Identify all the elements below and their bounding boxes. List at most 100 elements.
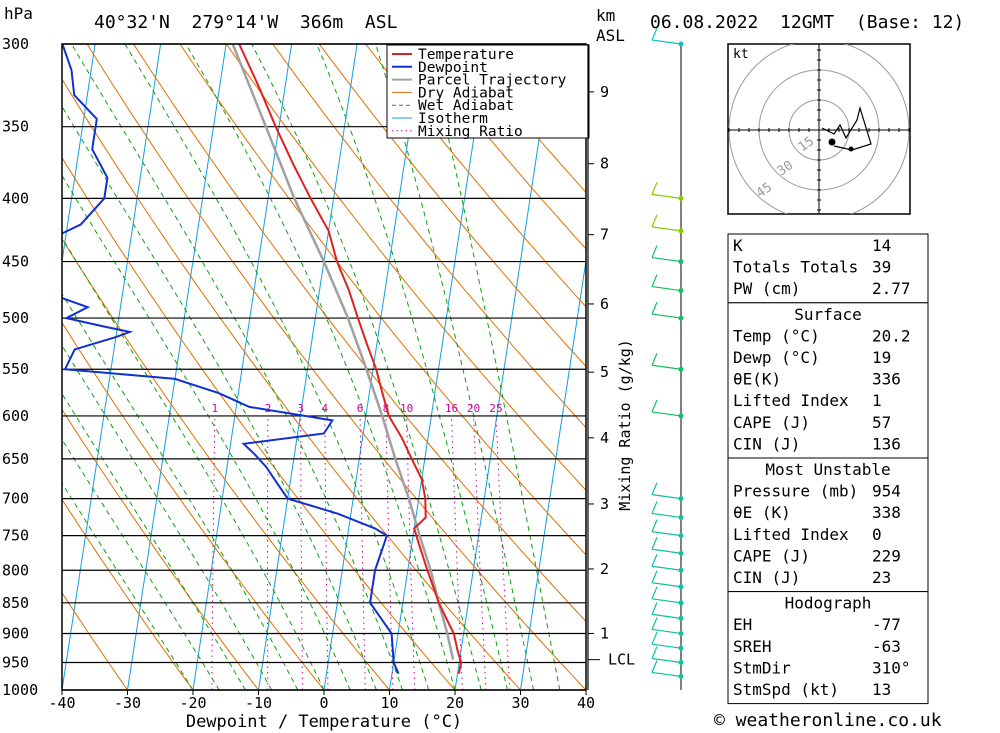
height-tick-label: 9 <box>600 83 609 101</box>
wind-barb-flag <box>651 301 658 315</box>
wind-barb <box>651 193 682 199</box>
wind-barb-flag <box>651 631 658 645</box>
wind-barb <box>651 313 682 319</box>
pressure-tick-label: 350 <box>2 118 29 136</box>
isotherm-line <box>127 44 227 690</box>
wind-barb-dot <box>678 195 684 201</box>
wind-barb-flag <box>651 27 658 41</box>
most-unstable-table-row-label: CIN (J) <box>733 568 800 587</box>
wind-barb-flag <box>651 399 658 413</box>
wind-barb-flag <box>651 274 658 287</box>
most-unstable-table-row-label: θE (K) <box>733 503 791 522</box>
wet-adiabat-line <box>62 174 351 690</box>
pressure-tick-label: 600 <box>2 407 29 425</box>
wind-barb-dot <box>678 413 684 419</box>
indices-table-box <box>727 233 929 304</box>
height-tick-label: 1 <box>600 624 609 642</box>
location-title: 40°32'N 279°14'W 366m ASL <box>94 12 398 33</box>
wet-adiabat-line <box>62 392 246 690</box>
pressure-tick-label: 1000 <box>2 681 38 699</box>
hodograph-ring-label: 15 <box>796 134 817 155</box>
wind-barb <box>651 364 682 370</box>
x-tick-label: -20 <box>179 694 206 712</box>
hodograph-table-row-label: EH <box>733 615 752 634</box>
wind-barb <box>651 256 682 263</box>
mixing-ratio-label: 20 <box>467 402 480 415</box>
most-unstable-table-row-value: 954 <box>872 482 901 501</box>
wind-barb-flag <box>651 586 658 600</box>
dry-adiabat-line <box>365 44 586 308</box>
wind-barb <box>651 226 682 232</box>
dry-adiabat-line <box>86 44 586 690</box>
surface-table-title: Surface <box>794 305 861 324</box>
hodograph-table-row-value: 13 <box>872 680 891 699</box>
wind-barb-flag <box>651 182 658 195</box>
wind-barb-dot <box>678 584 684 590</box>
height-tick-label: 3 <box>600 495 609 513</box>
wind-barb <box>651 494 682 500</box>
hodograph-table-row-value: 310° <box>872 658 911 677</box>
x-tick-label: 20 <box>446 694 464 712</box>
wind-barb-dot <box>678 259 684 265</box>
hodograph-table-row-label: SREH <box>733 637 772 656</box>
surface-table-row-label: Temp (°C) <box>733 326 820 345</box>
height-tick-label: 7 <box>600 226 609 244</box>
indices-table-row-label: Totals Totals <box>733 258 858 277</box>
height-tick-label: 5 <box>600 363 609 381</box>
pressure-tick-label: 400 <box>2 189 29 207</box>
mixing-ratio-line <box>359 415 366 690</box>
wind-barb-dot <box>678 673 684 679</box>
legend-label: Mixing Ratio <box>418 124 523 140</box>
mixing-ratio-label: 3 <box>297 402 304 415</box>
wind-barb-dot <box>678 600 684 606</box>
pressure-tick-label: 300 <box>2 35 29 53</box>
height-tick-label: 2 <box>600 560 609 578</box>
wet-adiabat-line <box>185 44 456 690</box>
datetime-title: 06.08.2022 12GMT (Base: 12) <box>650 12 965 33</box>
hodograph-table-box <box>727 591 929 705</box>
legend-label: Wet Adiabat <box>418 98 514 114</box>
mixing-ratio-line <box>324 415 329 690</box>
plot-frame <box>61 43 587 691</box>
isotherm-line <box>62 44 162 690</box>
pressure-tick-label: 450 <box>2 253 29 271</box>
wind-barb <box>651 598 682 604</box>
wind-barb <box>651 613 682 619</box>
hodograph-table-row-value: -77 <box>872 615 901 634</box>
most-unstable-table-row-label: Lifted Index <box>733 525 849 544</box>
wet-adiabat-line <box>375 44 535 690</box>
wind-barb-dot <box>678 496 684 502</box>
wet-adiabat-line <box>62 292 299 690</box>
wind-barb-flag <box>651 519 658 532</box>
surface-table-row-label: CAPE (J) <box>733 413 810 432</box>
wind-barb <box>651 657 682 664</box>
wind-barb <box>651 285 682 292</box>
wind-barb-flag <box>651 482 658 495</box>
most-unstable-table-row-value: 229 <box>872 546 901 565</box>
isotherm-line <box>258 44 358 690</box>
wind-barb-flag <box>651 646 658 659</box>
credit-text: © weatheronline.co.uk <box>714 710 942 731</box>
x-axis-label: Dewpoint / Temperature (°C) <box>186 712 462 732</box>
dry-adiabat-line <box>62 591 128 690</box>
pressure-tick-label: 850 <box>2 594 29 612</box>
x-tick-label: -40 <box>48 694 75 712</box>
wind-barb-dot <box>678 228 684 234</box>
surface-table-row-value: 19 <box>872 348 891 367</box>
wind-barb-dot <box>678 659 684 665</box>
wet-adiabat-line <box>62 236 325 690</box>
wind-barb-flag <box>651 214 658 228</box>
surface-table-box <box>727 302 929 459</box>
height-unit-km: km <box>596 6 616 25</box>
isotherm-line <box>323 44 424 690</box>
most-unstable-table-row-value: 23 <box>872 568 891 587</box>
legend-label: Dewpoint <box>418 60 488 76</box>
mixing-ratio-label: 6 <box>357 402 364 415</box>
hodograph-ring-label: 30 <box>775 158 796 179</box>
wind-barb-flag <box>651 570 658 584</box>
wind-barb-flag <box>651 660 658 673</box>
wind-barb-flag <box>651 245 658 258</box>
pressure-tick-label: 750 <box>2 527 29 545</box>
